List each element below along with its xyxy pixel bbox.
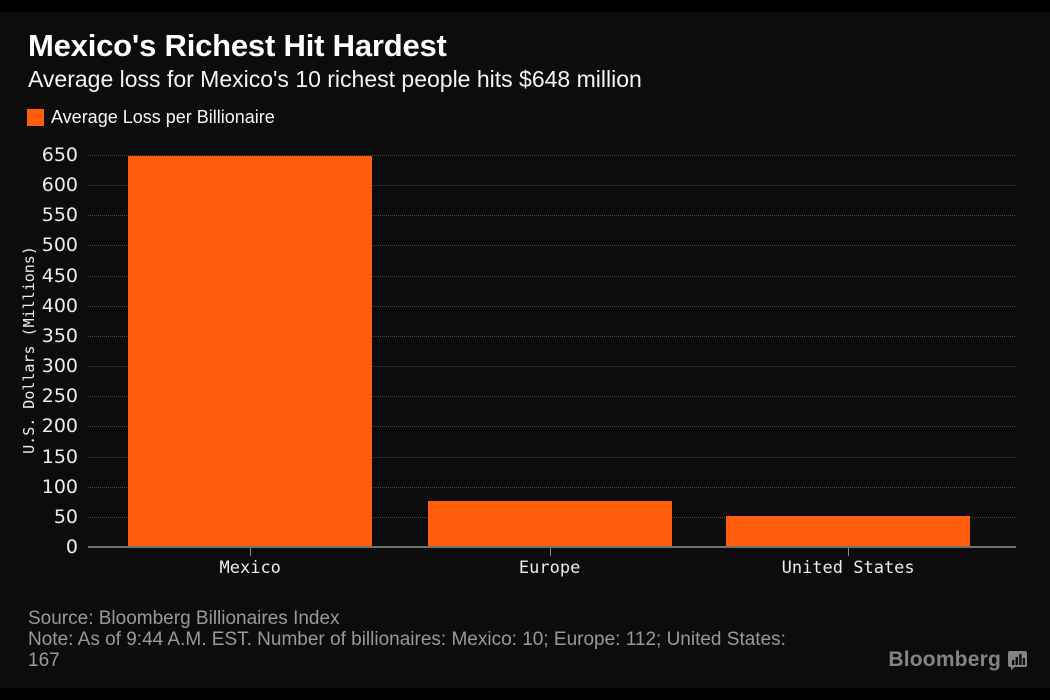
y-tick-label-0: 0: [65, 536, 78, 558]
gridline-350: [88, 335, 1015, 337]
footer: Source: Bloomberg Billionaires Index Not…: [28, 608, 786, 671]
gridline-500: [88, 245, 1015, 247]
gridline-550: [88, 215, 1015, 217]
note-text-line1: Note: As of 9:44 A.M. EST. Number of bil…: [28, 629, 786, 650]
y-tick-label-550: 550: [41, 204, 78, 227]
legend-swatch-icon: [27, 109, 44, 126]
page-title: Mexico's Richest Hit Hardest: [28, 28, 447, 63]
y-tick-label-500: 500: [41, 234, 78, 257]
x-category-label-europe: Europe: [518, 558, 581, 578]
legend-label: Average Loss per Billionaire: [51, 107, 275, 127]
gridline-250: [88, 396, 1015, 398]
y-tick-label-400: 400: [41, 294, 78, 317]
gridline-450: [88, 275, 1015, 277]
gridline-150: [88, 456, 1015, 458]
y-tick-label-600: 600: [41, 174, 78, 197]
gridline-300: [88, 366, 1015, 368]
gridline-100: [88, 486, 1015, 488]
y-tick-label-650: 650: [41, 144, 78, 166]
y-tick-label-300: 300: [41, 355, 78, 378]
bar-united-states: [726, 516, 971, 547]
source-text: Source: Bloomberg Billionaires Index: [28, 608, 340, 629]
legend: Average Loss per Billionaire: [27, 107, 275, 128]
bloomberg-wordmark: Bloomberg: [888, 648, 1001, 671]
y-tick-label-200: 200: [41, 415, 78, 438]
bar-mexico: [128, 156, 373, 547]
y-tick-label-150: 150: [41, 445, 78, 468]
gridline-200: [88, 426, 1015, 428]
gridline-600: [88, 185, 1015, 187]
page-subtitle: Average loss for Mexico's 10 richest peo…: [28, 66, 642, 92]
x-category-label-united-states: United States: [781, 558, 915, 578]
x-axis-line: [88, 546, 1016, 548]
bloomberg-logo: Bloomberg: [888, 648, 1027, 672]
y-tick-label-100: 100: [41, 475, 78, 498]
gridline-400: [88, 305, 1015, 307]
chart-canvas: Mexico's Richest Hit Hardest Average los…: [0, 12, 1050, 688]
x-tick-mark-3: [848, 548, 850, 556]
y-tick-label-250: 250: [41, 385, 78, 408]
bar-europe: [427, 501, 672, 547]
note-text-line2: 167: [28, 650, 60, 671]
y-tick-label-50: 50: [53, 505, 78, 528]
x-tick-mark-1: [250, 548, 252, 556]
gridline-650: [88, 155, 1015, 156]
x-tick-mark-2: [549, 548, 551, 556]
y-tick-label-450: 450: [41, 264, 78, 287]
plot-area: [88, 155, 1015, 547]
bloomberg-chart-icon: [1008, 650, 1027, 670]
x-category-label-mexico: Mexico: [219, 558, 281, 578]
y-tick-label-350: 350: [41, 324, 78, 347]
